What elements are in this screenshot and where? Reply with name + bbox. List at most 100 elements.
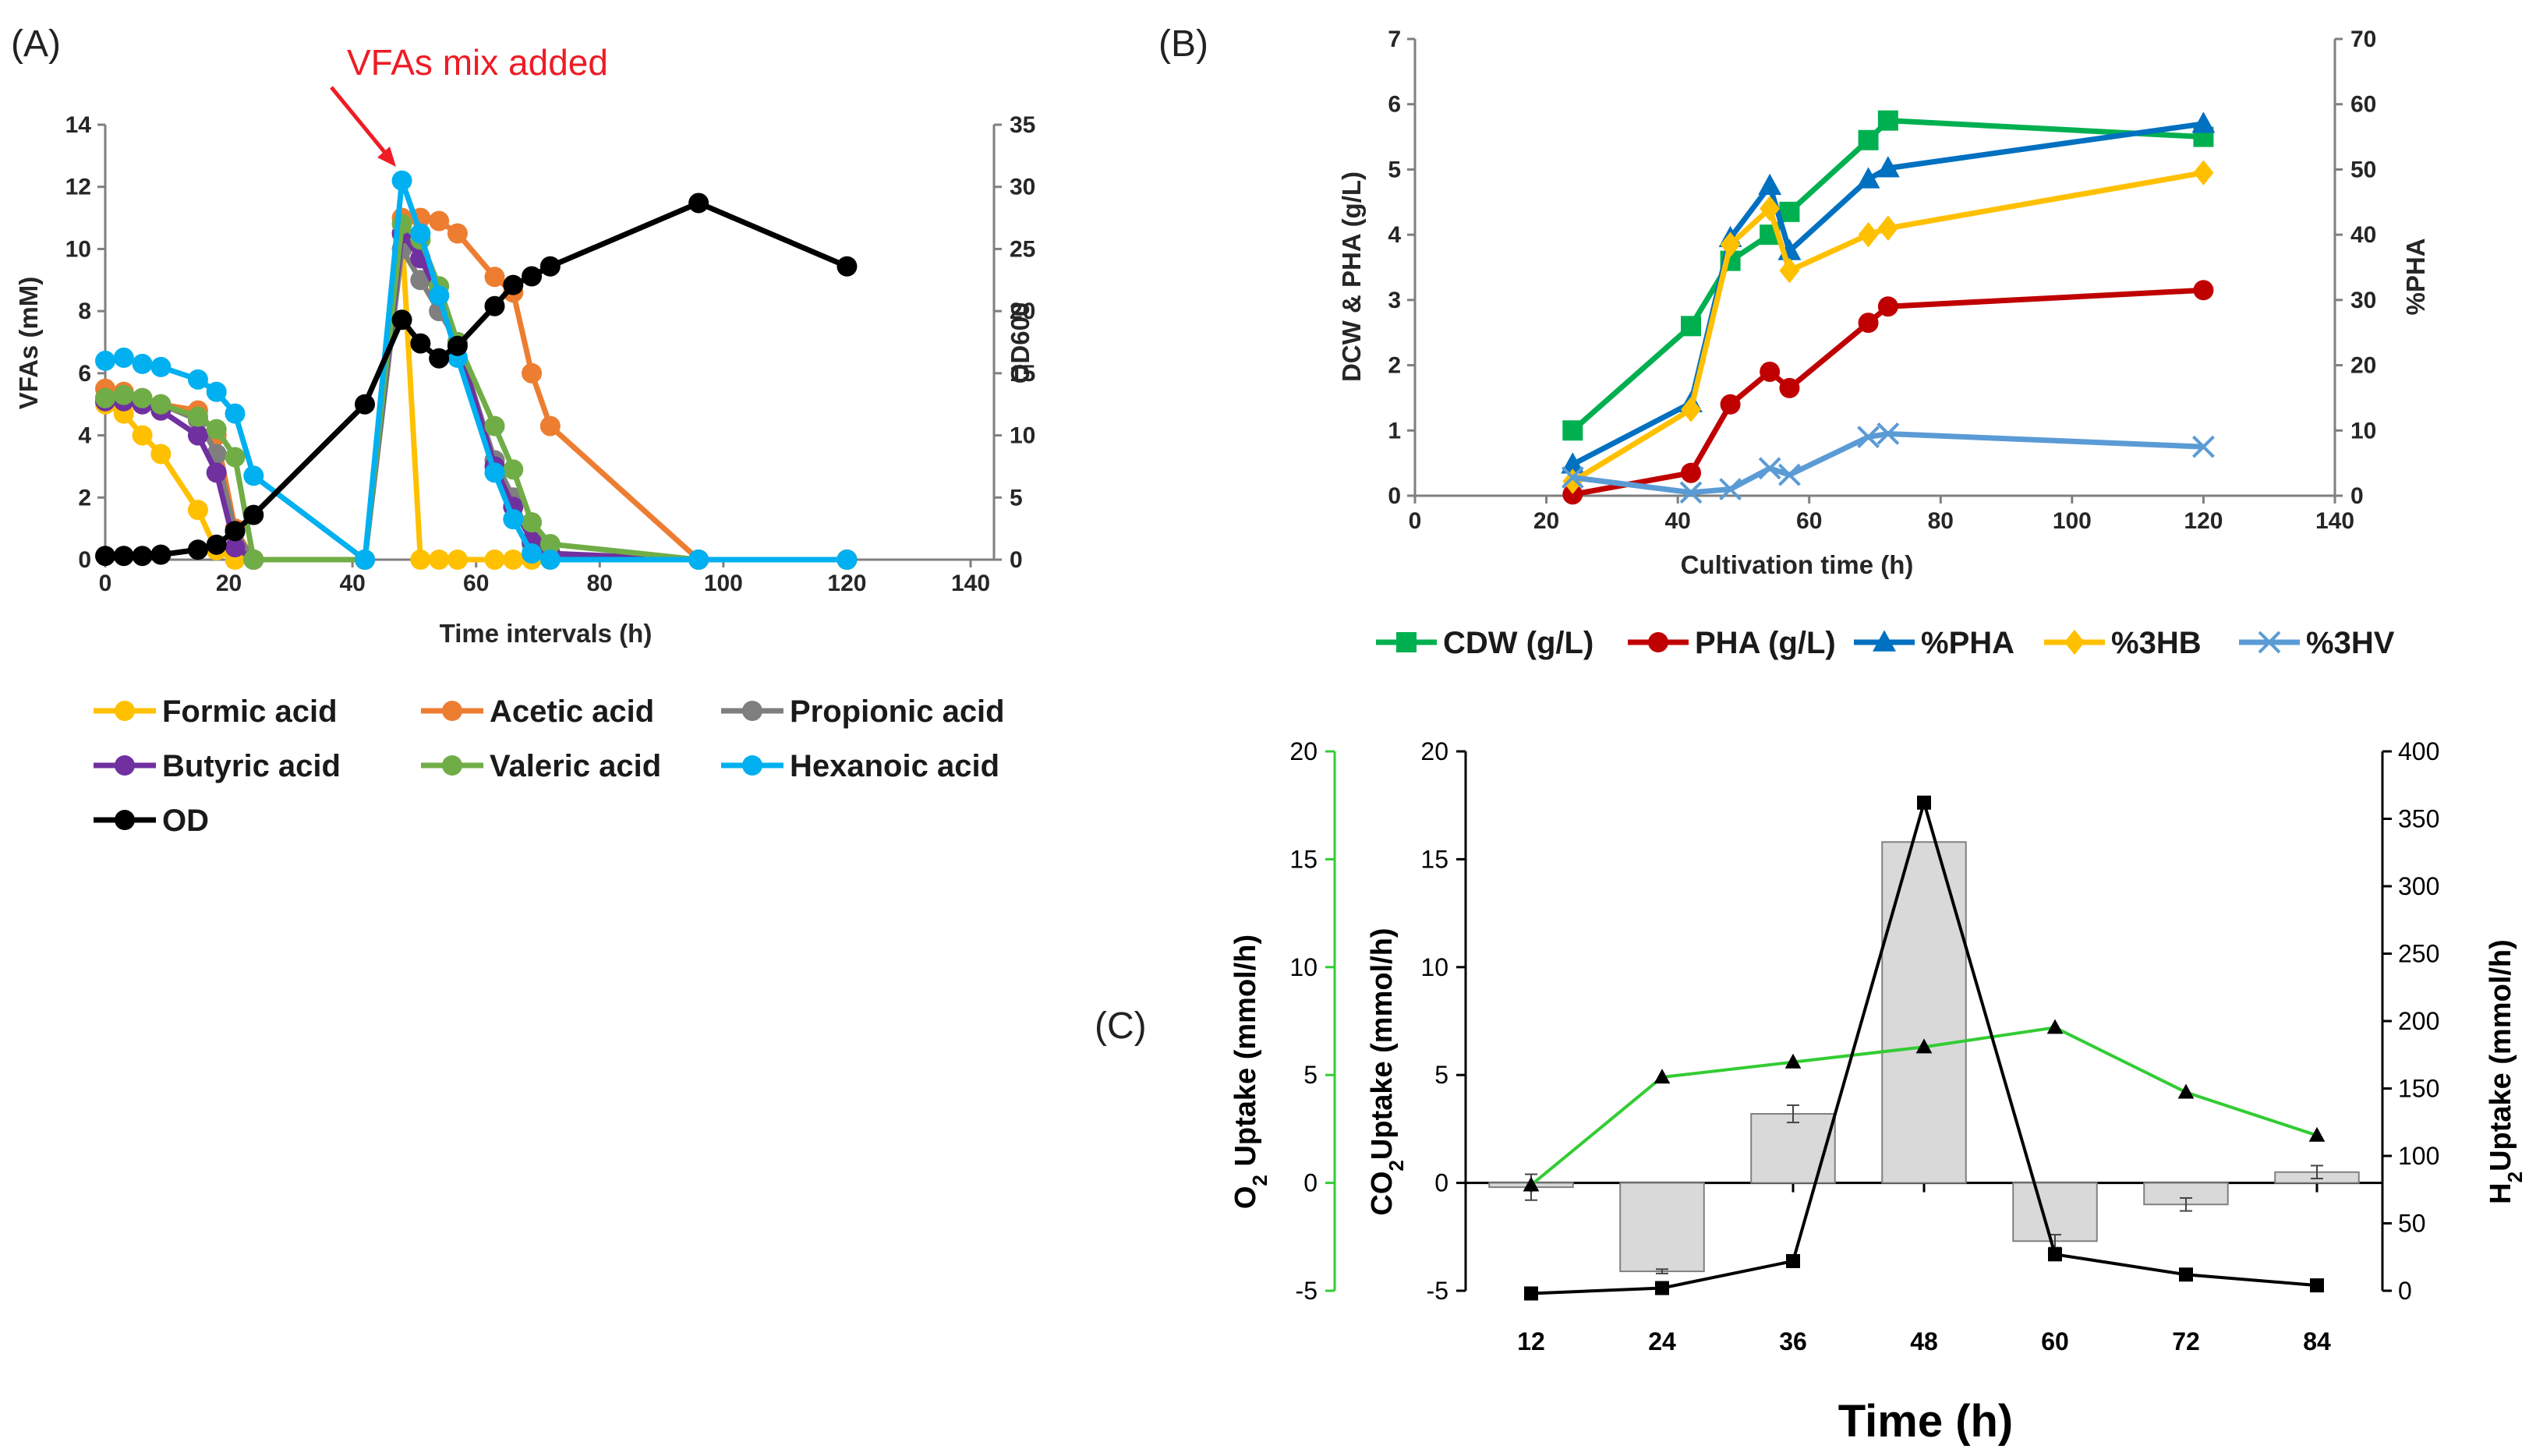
h2-data-point	[1655, 1281, 1669, 1295]
panel-b-y2-tick-label: 70	[2350, 27, 2376, 52]
panel-b-x-tick-label: 80	[1928, 508, 1954, 534]
panel-c-h2-tick-label: 350	[2398, 805, 2439, 833]
data-point-formic-acid	[132, 425, 153, 446]
data-point-pha-g-l	[1681, 462, 1701, 483]
legend-label-hexanoic-acid: Hexanoic acid	[790, 749, 999, 783]
panel-c-co2-tick-label: 15	[1420, 845, 1448, 873]
data-point-od	[187, 539, 208, 560]
legend-marker-butyric-acid	[115, 755, 135, 776]
panel-c-x-axis-label: Time (h)	[1838, 1396, 2014, 1447]
data-point-od	[391, 309, 412, 330]
h2-data-point	[1524, 1286, 1538, 1301]
data-point-od	[225, 521, 246, 542]
legend-label-propionic-acid: Propionic acid	[790, 694, 1005, 729]
panel-b-legend: CDW (g/L) PHA (g/L) %PHA %3HB %3HV	[1376, 626, 2395, 660]
panel-b-x-tick-label: 120	[2184, 508, 2223, 534]
data-point-hexanoic-acid	[206, 381, 227, 402]
panel-c-h2-tick-label: 300	[2398, 872, 2439, 900]
data-point-3hv	[1778, 463, 1801, 486]
panel-b-y2-tick-label: 20	[2350, 353, 2376, 379]
data-point-od	[539, 256, 561, 277]
panel-b-y-tick-label: 3	[1388, 288, 1401, 313]
legend-label-3hv: %3HV	[2306, 626, 2395, 660]
series-od	[95, 193, 858, 567]
data-point-hexanoic-acid	[391, 170, 412, 191]
legend-marker-pha-g-l	[1648, 632, 1668, 652]
legend-label-pha: %PHA	[1921, 626, 2014, 660]
data-point-3hb	[1779, 257, 1800, 284]
o2-data-point	[2177, 1083, 2195, 1099]
data-point-hexanoic-acid	[95, 350, 115, 371]
panel-a-y2-axis-label: OD600	[1006, 302, 1035, 384]
data-point-3hv-stroke	[1719, 478, 1742, 501]
legend-item-valeric-acid: Valeric acid	[421, 749, 661, 783]
panel-b-y-tick-label: 0	[1388, 483, 1401, 509]
data-point-butyric-acid	[225, 537, 246, 558]
data-point-od	[484, 295, 505, 316]
panel-b-x-tick-label: 140	[2315, 508, 2354, 534]
data-point-od	[355, 394, 375, 415]
co2-bar	[1619, 1182, 1705, 1273]
series-3hv	[1561, 422, 2215, 504]
panel-b-y2-tick-label: 40	[2350, 222, 2376, 248]
data-point-od	[95, 546, 115, 567]
panel-c-h2-tick-label: 50	[2398, 1210, 2426, 1238]
data-point-od	[503, 274, 524, 295]
panel-b-y-tick-label: 2	[1388, 353, 1401, 379]
legend-item-hexanoic-acid: Hexanoic acid	[721, 749, 999, 783]
legend-item-3hb: %3HB	[2044, 626, 2202, 660]
data-point-pha-g-l	[1760, 361, 1781, 382]
data-point-hexanoic-acid	[688, 550, 709, 570]
panel-b-y2-tick-label: 10	[2350, 418, 2376, 444]
data-point-3hv-stroke	[1778, 463, 1801, 486]
data-point-pha-g-l	[1779, 377, 1800, 398]
data-point-pha-g-l	[2193, 280, 2214, 301]
o2-data-point	[2308, 1126, 2326, 1142]
series-3hb	[1562, 160, 2214, 494]
data-point-pha-g-l	[1877, 296, 1898, 317]
data-point-formic-acid	[410, 550, 431, 570]
data-point-3hb	[2193, 160, 2214, 186]
annotation-arrow-line	[330, 86, 387, 154]
panel-c-co2-tick-label: 20	[1420, 737, 1448, 765]
data-point-formic-acid	[429, 550, 450, 570]
panel-c-h2-tick-label: 400	[2398, 737, 2439, 765]
panel-b-x-tick-label: 20	[1533, 508, 1559, 534]
series-o2-uptake	[1523, 1019, 2326, 1192]
data-point-hexanoic-acid	[837, 550, 858, 570]
data-point-hexanoic-acid	[355, 550, 375, 570]
data-point-valeric-acid	[113, 384, 134, 405]
panel-a-x-axis-label: Time intervals (h)	[440, 619, 653, 648]
panel-a-y2-tick-label: 10	[1010, 423, 1035, 449]
panel-b-y2-axis-label: %PHA	[2401, 238, 2430, 315]
legend-label-butyric-acid: Butyric acid	[162, 749, 341, 783]
vfa-mix-annotation: VFAs mix added	[347, 42, 608, 83]
data-point-valeric-acid	[132, 387, 153, 408]
data-point-pha	[2191, 111, 2216, 133]
legend-marker-acetic-acid	[442, 701, 462, 721]
panel-a-y-axis-label: VFAs (mM)	[14, 277, 43, 410]
o2-data-point	[1784, 1053, 1802, 1069]
panel-a-y-tick-label: 6	[78, 361, 91, 387]
panel-c-o2-tick-label: 10	[1289, 953, 1318, 981]
data-point-acetic-acid	[484, 267, 505, 288]
data-point-hexanoic-acid	[503, 509, 524, 530]
data-point-valeric-acid	[522, 512, 543, 533]
data-point-od	[243, 504, 264, 525]
legend-marker-od	[115, 810, 135, 830]
data-point-formic-acid	[484, 550, 505, 570]
data-point-3hv	[1857, 426, 1880, 449]
panel-c-x-tick-label: 24	[1648, 1327, 1676, 1355]
series-co2-uptake-bars	[1488, 841, 2360, 1274]
series-line-3hv	[1572, 430, 2204, 496]
panel-c-h2-tick-label: 100	[2398, 1142, 2439, 1170]
data-point-formic-acid	[187, 500, 208, 521]
data-point-3hv-stroke	[2192, 435, 2215, 458]
panel-c-co2-tick-label: 10	[1420, 953, 1448, 981]
series-pha-g-l	[1562, 280, 2214, 505]
panel-c-o2-tick-label: 20	[1289, 737, 1318, 765]
panel-b-y2-tick-label: 30	[2350, 288, 2376, 313]
data-point-3hv	[1758, 457, 1781, 480]
panel-c-co2-tick-label: -5	[1427, 1277, 1448, 1305]
